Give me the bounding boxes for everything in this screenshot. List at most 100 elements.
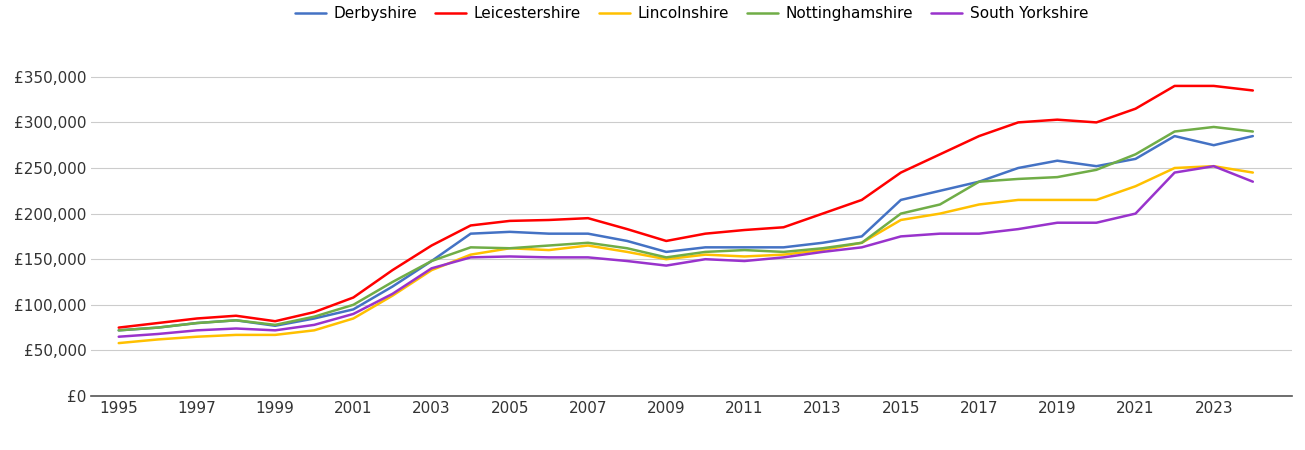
Leicestershire bbox=[620, 226, 636, 232]
South Yorkshire bbox=[385, 291, 401, 297]
Derbyshire bbox=[542, 231, 557, 236]
Derbyshire bbox=[307, 316, 322, 321]
Derbyshire bbox=[150, 325, 166, 330]
South Yorkshire bbox=[814, 249, 830, 255]
Nottinghamshire bbox=[620, 246, 636, 251]
South Yorkshire bbox=[971, 231, 987, 236]
South Yorkshire bbox=[502, 254, 518, 259]
Lincolnshire bbox=[932, 211, 947, 216]
South Yorkshire bbox=[150, 331, 166, 337]
Nottinghamshire bbox=[1049, 175, 1065, 180]
South Yorkshire bbox=[268, 328, 283, 333]
Nottinghamshire bbox=[1245, 129, 1261, 134]
Lincolnshire bbox=[385, 293, 401, 298]
Derbyshire bbox=[111, 328, 127, 333]
South Yorkshire bbox=[1049, 220, 1065, 225]
Lincolnshire bbox=[424, 267, 440, 273]
Nottinghamshire bbox=[736, 248, 752, 253]
Lincolnshire bbox=[971, 202, 987, 207]
South Yorkshire bbox=[893, 234, 908, 239]
Lincolnshire bbox=[620, 249, 636, 255]
Line: Leicestershire: Leicestershire bbox=[119, 86, 1253, 328]
Derbyshire bbox=[385, 284, 401, 289]
Leicestershire bbox=[1010, 120, 1026, 125]
Leicestershire bbox=[502, 218, 518, 224]
Legend: Derbyshire, Leicestershire, Lincolnshire, Nottinghamshire, South Yorkshire: Derbyshire, Leicestershire, Lincolnshire… bbox=[290, 0, 1094, 27]
Derbyshire bbox=[228, 318, 244, 323]
Derbyshire bbox=[1049, 158, 1065, 163]
Nottinghamshire bbox=[853, 240, 869, 246]
Derbyshire bbox=[893, 197, 908, 202]
Leicestershire bbox=[268, 319, 283, 324]
Leicestershire bbox=[971, 133, 987, 139]
Leicestershire bbox=[189, 316, 205, 321]
South Yorkshire bbox=[1128, 211, 1143, 216]
South Yorkshire bbox=[1167, 170, 1182, 175]
Nottinghamshire bbox=[697, 249, 713, 255]
Line: Lincolnshire: Lincolnshire bbox=[119, 166, 1253, 343]
Lincolnshire bbox=[228, 332, 244, 338]
Derbyshire bbox=[932, 188, 947, 194]
Derbyshire bbox=[620, 238, 636, 243]
Derbyshire bbox=[189, 320, 205, 326]
Nottinghamshire bbox=[1167, 129, 1182, 134]
Derbyshire bbox=[424, 258, 440, 264]
Nottinghamshire bbox=[1010, 176, 1026, 182]
Derbyshire bbox=[1010, 165, 1026, 171]
Lincolnshire bbox=[502, 246, 518, 251]
Leicestershire bbox=[581, 216, 596, 221]
Derbyshire bbox=[1128, 156, 1143, 162]
Lincolnshire bbox=[814, 248, 830, 253]
Derbyshire bbox=[268, 323, 283, 328]
Leicestershire bbox=[1088, 120, 1104, 125]
South Yorkshire bbox=[542, 255, 557, 260]
Derbyshire bbox=[346, 306, 361, 312]
Nottinghamshire bbox=[659, 255, 675, 260]
Nottinghamshire bbox=[1088, 167, 1104, 172]
South Yorkshire bbox=[111, 334, 127, 339]
Nottinghamshire bbox=[150, 325, 166, 330]
South Yorkshire bbox=[346, 311, 361, 317]
South Yorkshire bbox=[620, 258, 636, 264]
Nottinghamshire bbox=[228, 318, 244, 323]
Leicestershire bbox=[346, 295, 361, 300]
Leicestershire bbox=[1049, 117, 1065, 122]
Derbyshire bbox=[659, 249, 675, 255]
Derbyshire bbox=[1245, 133, 1261, 139]
Derbyshire bbox=[463, 231, 479, 236]
Derbyshire bbox=[971, 179, 987, 184]
Lincolnshire bbox=[1167, 165, 1182, 171]
Derbyshire bbox=[775, 245, 791, 250]
Leicestershire bbox=[542, 217, 557, 223]
Leicestershire bbox=[307, 310, 322, 315]
Derbyshire bbox=[736, 245, 752, 250]
Lincolnshire bbox=[1128, 184, 1143, 189]
Line: South Yorkshire: South Yorkshire bbox=[119, 166, 1253, 337]
Derbyshire bbox=[853, 234, 869, 239]
South Yorkshire bbox=[463, 255, 479, 260]
South Yorkshire bbox=[228, 326, 244, 331]
Nottinghamshire bbox=[463, 245, 479, 250]
Nottinghamshire bbox=[385, 279, 401, 285]
Lincolnshire bbox=[659, 256, 675, 262]
Leicestershire bbox=[1206, 83, 1221, 89]
Derbyshire bbox=[1088, 163, 1104, 169]
Lincolnshire bbox=[268, 332, 283, 338]
Lincolnshire bbox=[542, 248, 557, 253]
Leicestershire bbox=[150, 320, 166, 326]
Nottinghamshire bbox=[814, 246, 830, 251]
Line: Derbyshire: Derbyshire bbox=[119, 136, 1253, 330]
Nottinghamshire bbox=[189, 320, 205, 326]
South Yorkshire bbox=[1010, 226, 1026, 232]
South Yorkshire bbox=[189, 328, 205, 333]
Nottinghamshire bbox=[775, 249, 791, 255]
Lincolnshire bbox=[1088, 197, 1104, 202]
Nottinghamshire bbox=[502, 246, 518, 251]
Leicestershire bbox=[228, 313, 244, 319]
Lincolnshire bbox=[736, 254, 752, 259]
Lincolnshire bbox=[307, 328, 322, 333]
South Yorkshire bbox=[775, 255, 791, 260]
Lincolnshire bbox=[581, 243, 596, 248]
Nottinghamshire bbox=[111, 328, 127, 333]
Leicestershire bbox=[659, 238, 675, 243]
